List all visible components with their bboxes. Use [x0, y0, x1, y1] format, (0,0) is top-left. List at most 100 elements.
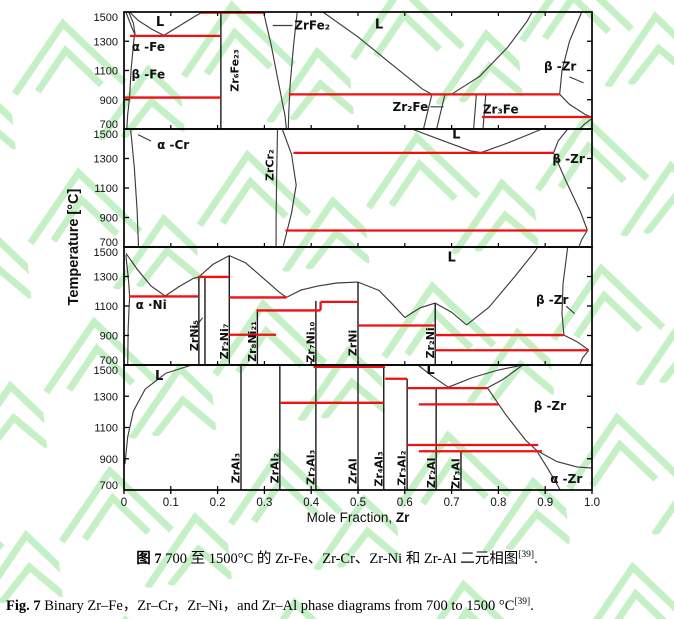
figure-caption-chinese: 图 7 700 至 1500°C 的 Zr-Fe、Zr-Cr、Zr-Ni 和 Z…: [0, 547, 674, 568]
phase-label: L: [375, 17, 383, 32]
phase-boundary: [124, 364, 193, 465]
y-tick-label: 1100: [94, 183, 118, 195]
phase-boundary: [129, 11, 165, 36]
phase-boundary: [436, 94, 446, 130]
phase-diagram-figure: 700 900 1100 1300 1500 Lα -Fe β -Fe Zr₆Fe₂₃ ZrFe…: [66, 11, 600, 525]
phase-label: Zr₈Ni₂₁: [246, 321, 259, 362]
phase-label: β -Zr: [534, 399, 566, 413]
phase-boundary: [579, 118, 592, 130]
figure-caption-english: Fig. 7 Binary Zr–Fe，Zr–Cr，Zr–Ni，and Zr–A…: [6, 594, 670, 615]
phase-boundary: [286, 281, 359, 298]
phase-label: Zr₂Ni: [424, 327, 437, 358]
phase-label: α ·Ni: [136, 298, 167, 312]
phase-boundary: [128, 11, 136, 36]
phase-label: Zr₃Al₂: [396, 450, 409, 486]
phase-boundary: [565, 305, 576, 315]
phase-label: ZrAl₂: [268, 453, 281, 484]
y-tick-label: 700: [100, 119, 118, 131]
phase-boundary: [322, 11, 433, 95]
y-tick-label: 1100: [94, 301, 118, 313]
phase-label: ZrAl₃: [230, 453, 243, 484]
x-tick-label: 0.6: [397, 497, 413, 509]
phase-label: Zr₇Ni₁₀: [304, 322, 317, 363]
caption-zh-body: 700 至 1500°C 的 Zr-Fe、Zr-Cr、Zr-Ni 和 Zr-Al…: [161, 551, 519, 567]
caption-zh-reference: [39]: [518, 550, 535, 561]
phase-label: Zr₄Al₃: [372, 451, 385, 487]
phase-label: α -Cr: [157, 138, 189, 152]
x-tick-label: 0.4: [303, 497, 320, 509]
y-axis-title: Temperature [°C]: [66, 188, 82, 305]
phase-label: β -Fe: [132, 68, 166, 82]
phase-label: Zr₃Fe: [483, 103, 519, 117]
phase-boundary: [126, 97, 131, 130]
caption-en-body: Binary Zr–Fe，Zr–Cr，Zr–Ni，and Zr–Al phase…: [40, 598, 515, 614]
y-tick-label: 900: [100, 95, 118, 107]
y-tick-label: 1300: [94, 154, 118, 166]
phase-boundary: [275, 128, 279, 247]
phase-boundary: [417, 364, 449, 388]
x-tick-label: 0.1: [163, 497, 179, 509]
panel-frame: [123, 11, 593, 130]
phase-boundary: [487, 387, 538, 452]
phase-boundary: [466, 246, 539, 326]
x-tick-label: 0.3: [256, 497, 272, 509]
phase-boundary: [553, 152, 588, 231]
phase-boundary: [537, 450, 593, 469]
phase-label: Zr₂Al: [425, 458, 438, 489]
y-tick-label: 1100: [94, 66, 118, 78]
x-tick-label: 0.2: [210, 497, 226, 509]
phase-boundary: [559, 11, 583, 94]
phase-label: Zr₆Fe₂₃: [229, 49, 242, 92]
phase-boundary: [229, 255, 287, 298]
phase-boundary: [569, 76, 584, 84]
phase-label: β -Zr: [552, 152, 584, 166]
phase-boundary: [482, 94, 487, 130]
phase-boundary: [422, 94, 433, 130]
phase-label: β -Zr: [536, 293, 568, 307]
y-tick-label: 1300: [94, 272, 118, 284]
phase-label: ZrAl: [347, 458, 360, 484]
phase-boundary: [404, 302, 436, 318]
phase-boundary: [163, 11, 203, 36]
phase-boundary: [563, 334, 590, 351]
phase-boundary: [357, 281, 406, 318]
phase-label: α -Zr: [550, 472, 582, 486]
phase-label: Zr₂Fe: [393, 100, 429, 114]
phase-boundary: [536, 450, 561, 491]
y-tick-label: 1100: [94, 423, 118, 435]
y-tick-label: 1500: [94, 12, 118, 24]
phase-boundary: [434, 302, 467, 326]
phase-boundary: [129, 35, 135, 98]
x-tick-label: 0: [121, 497, 127, 509]
caption-en-reference: [39]: [514, 597, 531, 608]
phase-boundary: [448, 364, 523, 388]
phase-label: Zr₂Al₃: [304, 450, 317, 486]
y-tick-label: 1300: [94, 36, 118, 48]
y-tick-label: 700: [100, 237, 118, 249]
phase-boundary: [579, 349, 590, 366]
phase-label: Zr₂Ni₇: [218, 323, 231, 359]
y-tick-label: 1300: [94, 391, 118, 403]
phase-label: L: [426, 363, 434, 378]
caption-zh-label: 图 7: [136, 551, 162, 567]
phase-boundary: [473, 94, 477, 130]
panel-frame: [123, 128, 593, 248]
phase-boundary: [125, 252, 166, 297]
y-tick-label: 1500: [94, 247, 118, 259]
phase-boundary: [287, 11, 298, 130]
phase-boundary: [198, 255, 230, 278]
phase-boundary: [411, 128, 482, 154]
phase-boundary: [281, 128, 297, 248]
phase-label: ZrFe₂: [294, 18, 330, 32]
phase-boundary: [164, 276, 200, 297]
phase-label: L: [156, 15, 164, 30]
phase-boundary: [487, 364, 524, 389]
phase-label: L: [447, 251, 455, 266]
phase-boundary: [127, 296, 131, 366]
phase-label: ZrNi: [347, 330, 360, 356]
panel-Zr-Ni: [125, 246, 590, 366]
phase-boundary: [578, 230, 588, 248]
phase-label: Zr₃Al: [450, 458, 463, 489]
phase-boundary: [130, 128, 140, 248]
